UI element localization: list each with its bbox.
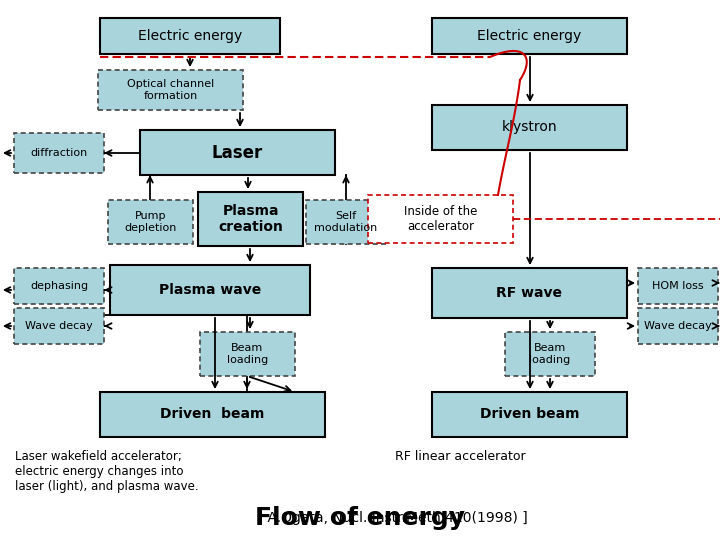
Text: Plasma wave: Plasma wave: [159, 283, 261, 297]
Text: RF linear accelerator: RF linear accelerator: [395, 450, 526, 463]
Text: Laser wakefield accelerator;
electric energy changes into
laser (light), and pla: Laser wakefield accelerator; electric en…: [15, 450, 199, 493]
Text: Optical channel
formation: Optical channel formation: [127, 79, 214, 101]
Bar: [100, 18, 280, 54]
Bar: [432, 18, 627, 54]
Bar: [14, 268, 104, 304]
Text: Beam
loading: Beam loading: [227, 343, 268, 365]
Text: dephasing: dephasing: [30, 281, 88, 291]
Text: Driven  beam: Driven beam: [161, 408, 265, 422]
Bar: [638, 308, 718, 344]
Text: Beam
loading: Beam loading: [529, 343, 571, 365]
Text: Flow of energy: Flow of energy: [255, 506, 465, 530]
Text: Driven beam: Driven beam: [480, 408, 580, 422]
Bar: [14, 308, 104, 344]
Bar: [432, 392, 627, 437]
Bar: [638, 268, 718, 304]
Text: [ A.Ogata, Nucl. Instr.Meth.410(1998) ]: [ A.Ogata, Nucl. Instr.Meth.410(1998) ]: [192, 511, 528, 525]
Text: klystron: klystron: [502, 120, 557, 134]
Bar: [140, 130, 335, 175]
Bar: [100, 392, 325, 437]
Bar: [306, 200, 386, 244]
Text: Self
modulation: Self modulation: [315, 211, 377, 233]
Bar: [505, 332, 595, 376]
Text: Inside of the
accelerator: Inside of the accelerator: [404, 205, 477, 233]
Bar: [368, 195, 513, 243]
Bar: [200, 332, 295, 376]
Bar: [198, 192, 303, 246]
Bar: [14, 133, 104, 173]
Bar: [110, 265, 310, 315]
Text: Electric energy: Electric energy: [138, 29, 242, 43]
Bar: [432, 105, 627, 150]
Text: Electric energy: Electric energy: [477, 29, 582, 43]
Text: Wave decay: Wave decay: [644, 321, 712, 331]
Text: HOM loss: HOM loss: [652, 281, 704, 291]
Text: Laser: Laser: [212, 144, 263, 161]
Text: Plasma
creation: Plasma creation: [218, 204, 283, 234]
Text: diffraction: diffraction: [30, 148, 88, 158]
Text: RF wave: RF wave: [497, 286, 562, 300]
Bar: [98, 70, 243, 110]
Bar: [432, 268, 627, 318]
Text: Wave decay: Wave decay: [25, 321, 93, 331]
Bar: [108, 200, 193, 244]
Text: Pump
depletion: Pump depletion: [125, 211, 176, 233]
